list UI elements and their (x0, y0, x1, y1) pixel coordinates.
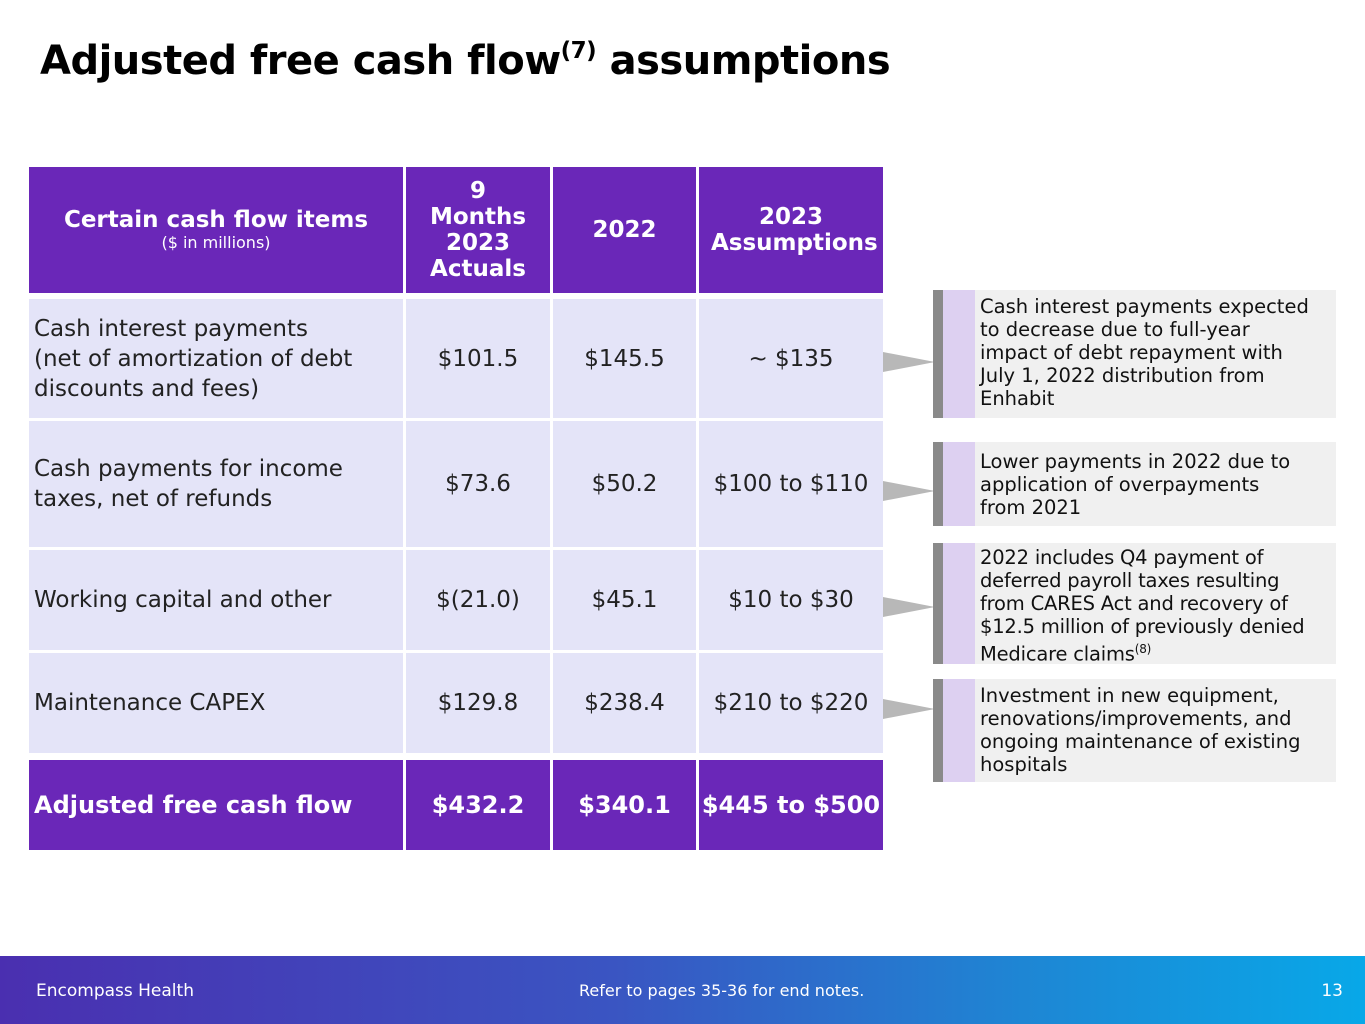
total-label: Adjusted free cash flow (29, 760, 403, 850)
note-accent-bar (933, 679, 943, 782)
note-text: Lower payments in 2022 due to applicatio… (980, 450, 1291, 519)
note-income-taxes: Lower payments in 2022 due to applicatio… (933, 442, 1336, 526)
note-footnote-ref: (8) (1134, 642, 1152, 656)
cell-2022: $45.1 (553, 550, 696, 650)
header-9m-actuals: 9 Months 2023 Actuals (406, 167, 550, 293)
row-label-maintenance-capex: Maintenance CAPEX (29, 653, 403, 753)
note-maintenance-capex: Investment in new equipment, renovations… (933, 679, 1336, 782)
cell-9m-actuals: $(21.0) (406, 550, 550, 650)
pointer-arrow-icon (883, 597, 935, 617)
note-working-capital: 2022 includes Q4 payment of deferred pay… (933, 543, 1336, 666)
row-label-working-capital: Working capital and other (29, 550, 403, 650)
note-text: 2022 includes Q4 payment of deferred pay… (980, 546, 1305, 666)
cell-2022: $238.4 (553, 653, 696, 753)
pointer-arrow-icon (883, 699, 935, 719)
cell-9m-actuals: $101.5 (406, 299, 550, 418)
note-accent-bar (943, 679, 975, 782)
cell-2022: $145.5 (553, 299, 696, 418)
title-footnote-ref: (7) (560, 37, 597, 64)
header-units: ($ in millions) (161, 233, 271, 252)
cell-2023-assumptions: ~ $135 (699, 299, 883, 418)
note-accent-bar (943, 543, 975, 664)
total-2022: $340.1 (553, 760, 696, 850)
footer-bar: Encompass Health Refer to pages 35-36 fo… (0, 956, 1365, 1024)
note-accent-bar (933, 442, 943, 526)
note-accent-bar (943, 290, 975, 418)
cell-2023-assumptions: $210 to $220 (699, 653, 883, 753)
table-header-row: Certain cash flow items ($ in millions) … (29, 167, 883, 293)
table-row: Cash interest payments (net of amortizat… (29, 299, 883, 418)
note-text: Investment in new equipment, renovations… (980, 684, 1301, 776)
title-main: Adjusted free cash flow (40, 38, 561, 84)
cell-9m-actuals: $73.6 (406, 421, 550, 547)
note-accent-bar (943, 442, 975, 526)
page-number: 13 (1321, 981, 1343, 1001)
pointer-arrow-icon (883, 481, 935, 501)
table-total-row: Adjusted free cash flow $432.2 $340.1 $4… (29, 760, 883, 850)
header-2023-assumptions: 2023 Assumptions (699, 167, 883, 293)
note-cash-interest: Cash interest payments expected to decre… (933, 290, 1336, 418)
note-accent-bar (933, 543, 943, 664)
table-row: Cash payments for income taxes, net of r… (29, 421, 883, 547)
note-accent-bar (933, 290, 943, 418)
footer-company: Encompass Health (36, 981, 194, 1001)
pointer-arrow-icon (883, 352, 935, 372)
cell-2023-assumptions: $100 to $110 (699, 421, 883, 547)
title-rest: assumptions (596, 38, 891, 84)
page-title: Adjusted free cash flow(7) assumptions (40, 37, 891, 84)
footer-refer-note: Refer to pages 35-36 for end notes. (579, 981, 865, 1000)
header-items: Certain cash flow items ($ in millions) (29, 167, 403, 293)
table-row: Working capital and other $(21.0) $45.1 … (29, 550, 883, 650)
row-label-income-taxes: Cash payments for income taxes, net of r… (29, 421, 403, 547)
cell-9m-actuals: $129.8 (406, 653, 550, 753)
cash-flow-table: Certain cash flow items ($ in millions) … (26, 164, 886, 853)
cell-2023-assumptions: $10 to $30 (699, 550, 883, 650)
total-2023-assumptions: $445 to $500 (699, 760, 883, 850)
header-2022: 2022 (553, 167, 696, 293)
row-label-cash-interest: Cash interest payments (net of amortizat… (29, 299, 403, 418)
note-text: Cash interest payments expected to decre… (980, 295, 1309, 410)
table-row: Maintenance CAPEX $129.8 $238.4 $210 to … (29, 653, 883, 753)
total-9m-actuals: $432.2 (406, 760, 550, 850)
cell-2022: $50.2 (553, 421, 696, 547)
